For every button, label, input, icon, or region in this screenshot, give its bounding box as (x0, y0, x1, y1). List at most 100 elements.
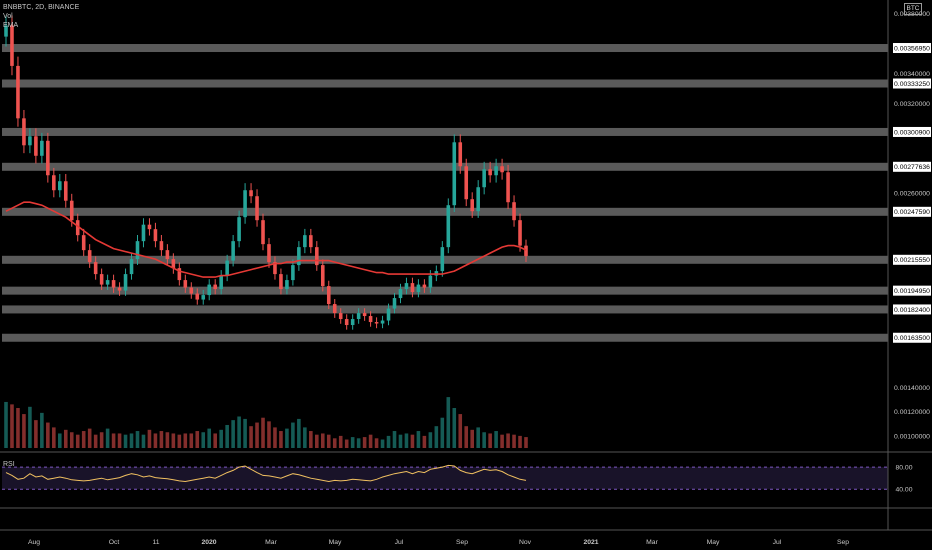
volume-bar (159, 431, 164, 448)
price-label-box (893, 206, 931, 217)
volume-bar (356, 438, 361, 448)
candle-body (40, 140, 44, 156)
volume-bar (237, 416, 241, 448)
volume-bar (231, 420, 235, 448)
candle-body (440, 247, 445, 272)
candle-body (177, 268, 182, 281)
volume-bar (386, 435, 391, 448)
candle-body (87, 250, 92, 263)
candle-body (476, 187, 480, 212)
volume-bar (267, 421, 271, 448)
volume-bar (380, 439, 385, 448)
volume-bar (147, 429, 152, 448)
volume-bar (177, 434, 182, 448)
candle-body (213, 284, 217, 290)
price-tick-label: 0.00182400 (894, 307, 930, 314)
candle-body (75, 220, 80, 236)
price-label-box (893, 285, 931, 296)
candle-body (231, 241, 235, 261)
volume-bar (249, 426, 253, 448)
candle-body (279, 274, 283, 290)
candle-body (404, 283, 409, 290)
volume-bar (219, 429, 223, 448)
volume-bar (291, 422, 295, 448)
candle-body (99, 274, 104, 285)
price-label-box (893, 126, 931, 137)
candle-body (111, 280, 116, 288)
candle-body (237, 217, 241, 242)
volume-tick-label: 0.00140000 (894, 385, 930, 392)
volume-bar (129, 433, 134, 448)
candle-body (58, 181, 62, 191)
volume-bar (195, 431, 200, 448)
volume-bar (326, 434, 331, 448)
candle-body (81, 235, 86, 251)
volume-bar (368, 434, 373, 448)
candle-body (500, 166, 504, 173)
volume-bar (273, 427, 277, 448)
time-tick-label: Mar (646, 539, 658, 546)
candle-body (368, 316, 373, 323)
price-tick-label: 0.00194950 (894, 288, 930, 295)
candle-body (422, 284, 427, 288)
volume-bar (111, 433, 116, 448)
time-tick-label: Oct (109, 539, 120, 546)
volume-bar (410, 434, 415, 448)
level-band-3 (2, 162, 888, 171)
candle-body (416, 284, 421, 293)
volume-bar (464, 426, 469, 448)
level-band-1 (2, 79, 888, 88)
rsi-upper-label: 80.00 (895, 464, 912, 471)
candle-body (46, 140, 50, 176)
price-axis: 0.003800000.003569500.003400000.00333250… (893, 11, 931, 343)
candle-body (123, 274, 128, 291)
volume-bar (165, 432, 170, 448)
volume-bar (153, 433, 158, 448)
volume-bar (500, 434, 504, 448)
price-tick-label: 0.00277636 (894, 164, 930, 171)
volume-bar (99, 432, 104, 448)
price-label-box (893, 161, 931, 172)
ema-line (5, 201, 527, 278)
volume-bar (201, 432, 206, 448)
volume-bar (255, 422, 259, 448)
candle-body (362, 313, 367, 317)
time-tick-label: Jul (773, 539, 782, 546)
volume-bar (320, 433, 325, 448)
rsi-lower-label: 40.00 (895, 487, 912, 494)
volume-bar (416, 431, 421, 448)
candle-body (225, 260, 229, 276)
volume-bar (40, 412, 44, 448)
ema-indicator-label[interactable]: EMA (3, 22, 19, 29)
price-tick-label: 0.00260000 (894, 191, 930, 198)
volume-axis: 0.00140000 0.00120000 0.00100000 (894, 385, 930, 440)
candle-body (63, 181, 68, 201)
price-label-box (893, 332, 931, 343)
price-tick-label: 0.00215550 (894, 257, 930, 264)
currency-badge[interactable]: BTC (904, 3, 922, 15)
volume-bar (46, 422, 50, 448)
level-band-7 (2, 305, 888, 314)
candle-body (34, 136, 38, 156)
price-label-box (893, 254, 931, 265)
volume-bar (171, 433, 176, 448)
vol-indicator-label[interactable]: Vol (3, 13, 13, 20)
volume-bar (285, 428, 289, 448)
time-tick-label: Jul (395, 539, 404, 546)
rsi-band (2, 467, 888, 490)
volume-bar (81, 431, 86, 448)
rsi-axis: 80.00 40.00 (895, 464, 912, 493)
candle-body (386, 308, 391, 321)
volume-bar (93, 434, 98, 448)
candle-body (105, 280, 110, 285)
time-tick-label: May (707, 539, 720, 546)
candle-body (4, 25, 8, 37)
volume-bar (28, 406, 32, 448)
candle-body (219, 275, 223, 290)
volume-bar (141, 434, 146, 448)
volume-bar (117, 433, 122, 448)
volume-bar (344, 439, 349, 448)
price-tick-label: 0.00320000 (894, 101, 930, 108)
level-band-2 (2, 127, 888, 136)
